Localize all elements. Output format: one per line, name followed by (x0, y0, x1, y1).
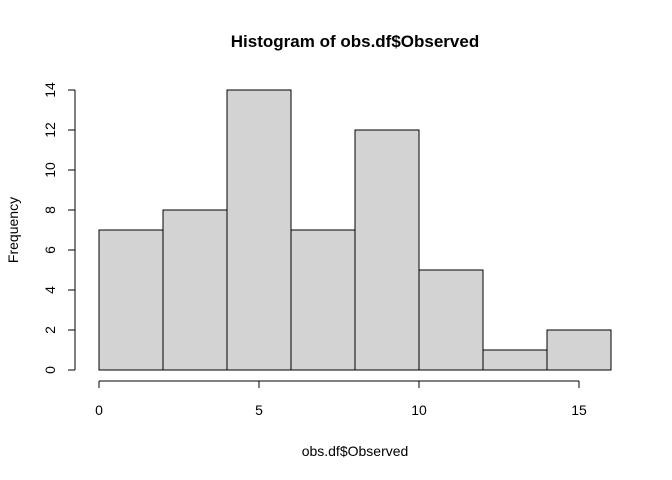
y-tick-label: 0 (42, 366, 58, 374)
histogram-bar-6 (482, 349, 548, 371)
histogram-bar-5 (418, 269, 484, 371)
x-axis: 0 5 10 15 (95, 380, 587, 418)
x-tick-label: 15 (571, 402, 587, 418)
y-tick-label: 12 (42, 122, 58, 138)
histogram-bar-4 (354, 129, 420, 371)
histogram-bar-7 (546, 329, 612, 371)
x-axis-label: obs.df$Observed (302, 443, 409, 459)
y-axis: 0 2 4 6 8 10 12 14 (42, 82, 76, 374)
histogram-bar-2 (226, 89, 292, 371)
y-tick-label: 6 (42, 246, 58, 254)
y-tick-label: 10 (42, 162, 58, 178)
histogram-bar-0 (98, 229, 164, 371)
histogram-bar-1 (162, 209, 228, 371)
bars-layer (98, 89, 612, 371)
y-tick-label: 14 (42, 82, 58, 98)
x-tick-label: 0 (95, 402, 103, 418)
y-tick-label: 8 (42, 206, 58, 214)
y-tick-label: 4 (42, 286, 58, 294)
histogram-bar-3 (290, 229, 356, 371)
y-tick-label: 2 (42, 326, 58, 334)
y-axis-label: Frequency (5, 197, 21, 263)
chart-title: Histogram of obs.df$Observed (231, 32, 479, 51)
x-tick-label: 10 (411, 402, 427, 418)
x-tick-label: 5 (255, 402, 263, 418)
